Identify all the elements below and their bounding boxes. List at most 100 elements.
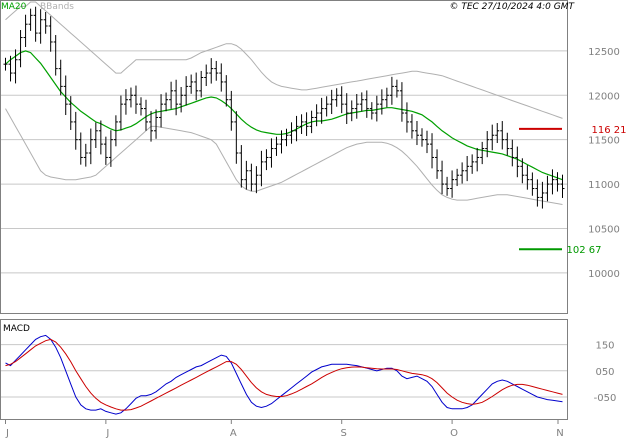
price-bar [28,8,33,31]
ma20-line [5,50,563,181]
price-bar [555,172,560,192]
price-bar [113,115,118,147]
price-bar [480,141,485,165]
price-bar [279,130,284,154]
price-bar [545,175,550,202]
price-bar [154,109,159,139]
price-bar [399,82,404,122]
price-bar [450,170,455,198]
price-bar [259,150,264,187]
support-resistance-levels: 116 21 102 67 [519,125,627,256]
price-bar [560,174,565,198]
resistance-label: 116 21 [592,125,627,136]
price-bar [249,163,254,192]
price-bar [475,147,480,172]
price-bar [525,165,530,190]
x-tick-label: A [230,428,237,439]
price-bar [389,76,394,105]
price-bar [189,74,194,94]
price-bar [445,176,450,196]
price-bar [324,96,329,117]
price-bar [108,130,113,167]
price-bar [123,89,128,115]
price-bar [460,162,465,184]
price-bar [299,114,304,134]
price-bar [58,59,63,96]
price-bar [194,72,199,101]
legend-ma20: MA20 [1,2,27,12]
price-bar [13,49,18,84]
price-bar [485,131,490,158]
price-bar [254,166,259,194]
price-y-tick-label: 11500 [588,136,620,147]
price-bar [78,132,83,165]
price-bar [505,132,510,156]
price-bar [184,76,189,106]
macd-y-tick-label: -050 [594,393,617,404]
price-bar [425,130,430,154]
price-bar [88,128,93,165]
price-bar [264,149,269,171]
price-bar [244,160,249,190]
price-bar [43,11,48,34]
support-label: 102 67 [567,245,602,256]
price-bar [159,94,164,128]
macd-y-tick-label: 050 [595,367,614,378]
price-y-tick-label: 12000 [588,91,620,102]
price-bar [274,136,279,156]
price-bar [269,138,274,168]
price-bar [133,85,138,114]
price-bar [394,79,399,98]
x-tick-label: O [450,428,458,439]
price-bar [229,90,234,131]
price-bar [440,160,445,195]
price-bar [409,114,414,139]
price-bar [48,16,53,52]
price-bar [284,128,289,147]
price-bar [38,9,43,44]
price-bar [3,57,8,71]
price-y-tick-label: 10000 [588,269,620,280]
signal-line [5,338,563,411]
price-bar [500,121,505,150]
x-tick-label: J [105,428,109,439]
price-grid [1,50,567,274]
x-tick-label: S [341,428,347,439]
price-bar [319,97,324,124]
price-y-tick-label: 12500 [588,47,620,58]
price-bar [164,92,169,112]
price-bar [384,87,389,108]
price-bar [465,155,470,182]
price-bar [354,94,359,119]
price-bar [329,89,334,115]
price-bar [314,104,319,127]
price-bar [33,6,38,42]
price-bar [103,136,108,165]
price-bar [414,120,419,146]
price-bar [219,63,224,92]
ma20-overlay [5,50,563,181]
x-tick-label: N [556,428,563,439]
price-bar [359,92,364,112]
macd-line [5,334,563,415]
price-bar [214,60,219,81]
price-y-axis: 10000 10500 11000 11500 12000 12500 [588,47,620,280]
price-bar [535,179,540,207]
bbands-overlay [5,1,563,205]
price-bar [53,35,58,76]
price-bar [149,111,154,142]
price-bar [550,169,555,195]
price-bar [339,86,344,114]
price-bar [234,111,239,164]
price-bar [23,14,28,48]
price-bar [510,139,515,167]
price-bar [199,70,204,98]
price-bar [369,102,374,120]
price-bar [515,146,520,178]
price-bar [344,93,349,125]
macd-panel-frame [0,319,568,420]
price-bar [490,124,495,151]
price-bar [379,89,384,115]
price-bar [83,143,88,167]
